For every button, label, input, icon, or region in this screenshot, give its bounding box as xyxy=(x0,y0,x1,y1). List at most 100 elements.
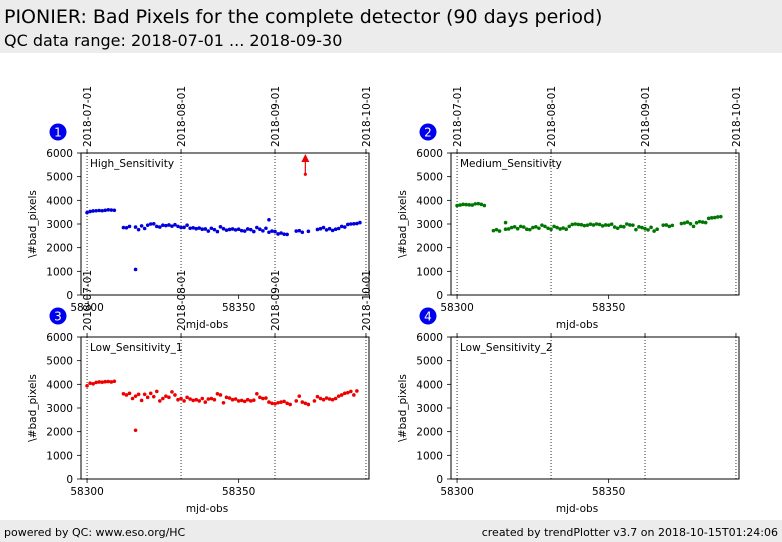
data-point xyxy=(127,224,132,229)
data-point xyxy=(342,391,347,396)
data-point xyxy=(709,216,714,220)
data-point xyxy=(358,220,362,225)
data-point xyxy=(682,221,687,225)
data-point xyxy=(133,428,138,433)
data-point xyxy=(339,224,344,229)
data-point xyxy=(142,392,147,397)
data-point xyxy=(127,391,132,396)
data-point xyxy=(85,210,89,215)
data-point xyxy=(315,227,320,232)
data-point xyxy=(170,390,174,394)
data-point xyxy=(255,392,259,396)
data-point xyxy=(245,397,250,402)
data-point xyxy=(518,224,523,229)
data-point xyxy=(300,400,305,404)
data-point xyxy=(352,393,356,397)
data-point xyxy=(103,208,108,213)
data-point xyxy=(691,224,696,229)
data-point xyxy=(700,220,705,224)
data-point xyxy=(200,396,205,401)
footer-bar: powered by QC: www.eso.org/HC created by… xyxy=(0,520,782,542)
series-title: High_Sensitivity xyxy=(90,158,174,170)
data-point xyxy=(324,396,329,400)
y-tick-label: 5000 xyxy=(416,356,443,368)
data-point xyxy=(121,392,126,396)
data-point xyxy=(236,399,241,403)
data-point xyxy=(585,223,590,227)
data-point xyxy=(161,396,165,401)
data-point xyxy=(161,223,165,227)
data-point xyxy=(652,229,656,233)
data-point xyxy=(703,220,708,225)
panel-badge xyxy=(49,123,67,141)
data-point xyxy=(528,227,532,232)
data-point xyxy=(224,228,229,232)
data-point xyxy=(285,232,289,237)
y-tick-label: 0 xyxy=(66,474,73,486)
data-point xyxy=(248,227,253,232)
data-point xyxy=(603,223,608,227)
date-label: 2018-09-01 xyxy=(270,86,282,147)
data-point xyxy=(233,397,238,401)
data-point xyxy=(655,227,659,232)
data-point xyxy=(227,396,232,400)
data-point xyxy=(224,395,229,400)
data-point xyxy=(318,226,323,231)
data-point xyxy=(625,222,629,226)
data-point xyxy=(261,396,265,401)
data-point xyxy=(261,229,265,233)
data-point xyxy=(318,396,323,401)
panel-badge-number: 1 xyxy=(54,126,62,140)
data-point xyxy=(276,400,280,405)
data-point xyxy=(294,229,299,233)
data-point xyxy=(167,395,171,400)
data-point xyxy=(612,225,617,229)
data-point xyxy=(197,399,202,403)
data-point xyxy=(679,221,684,226)
x-tick-label: 58300 xyxy=(440,302,473,314)
data-point xyxy=(503,227,508,232)
data-point xyxy=(297,394,302,398)
data-point xyxy=(188,226,192,231)
y-tick-label: 4000 xyxy=(416,195,443,207)
data-point xyxy=(497,229,502,233)
data-point xyxy=(124,225,129,230)
panel-badge-number: 2 xyxy=(424,126,432,140)
data-point xyxy=(339,393,344,397)
data-point xyxy=(173,222,177,227)
data-point xyxy=(148,222,153,226)
data-point xyxy=(349,389,353,394)
date-label: 2018-10-01 xyxy=(361,270,373,331)
panel-badge-number: 4 xyxy=(424,310,432,324)
date-label: 2018-09-01 xyxy=(640,86,652,147)
data-point xyxy=(212,397,217,402)
data-point xyxy=(185,395,189,400)
data-point xyxy=(215,229,220,234)
data-point xyxy=(136,392,141,397)
data-point xyxy=(197,226,202,230)
data-point xyxy=(567,224,572,229)
data-point xyxy=(570,222,575,227)
data-point xyxy=(646,228,650,232)
data-point xyxy=(546,226,550,231)
data-point xyxy=(100,380,105,385)
data-point xyxy=(242,229,247,233)
data-point xyxy=(336,226,341,231)
data-point xyxy=(521,225,526,229)
data-point xyxy=(303,401,308,406)
y-tick-label: 1000 xyxy=(416,266,443,278)
data-point xyxy=(106,208,111,212)
data-point xyxy=(248,399,253,403)
y-tick-label: 3000 xyxy=(46,219,73,231)
y-axis-label: \#bad_pixels xyxy=(27,374,39,442)
data-point xyxy=(139,224,144,228)
y-tick-label: 6000 xyxy=(416,148,443,160)
data-point xyxy=(91,382,95,386)
data-point xyxy=(230,227,235,231)
data-point xyxy=(540,223,544,227)
data-point xyxy=(631,223,635,227)
y-axis-label: \#bad_pixels xyxy=(27,190,39,258)
footer-created-by: created by trendPlotter v3.7 on 2018-10-… xyxy=(481,526,778,539)
data-point xyxy=(151,394,156,399)
data-point xyxy=(270,229,274,233)
